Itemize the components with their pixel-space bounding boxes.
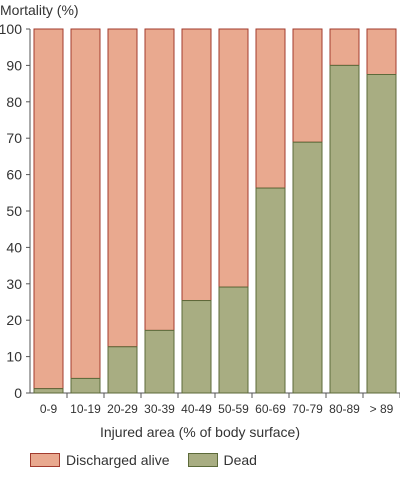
bar-discharged-alive (181, 28, 212, 302)
x-tick-label: > 89 (370, 402, 394, 416)
y-tick-label: 50 (6, 203, 22, 219)
bar-discharged-alive (107, 28, 138, 348)
bar-chart: 0 10 20 30 40 50 60 70 80 90 100 0-9 10-19 20-29 30-39… (0, 21, 400, 416)
y-tick-label: 20 (6, 312, 22, 328)
x-tick-label: 20-29 (107, 402, 138, 416)
bar-discharged-alive (329, 28, 360, 66)
bar-dead (366, 74, 397, 394)
y-tick-label: 30 (6, 276, 22, 292)
legend-swatch-dead (187, 453, 218, 467)
y-tick-label: 80 (6, 94, 22, 110)
y-tick-label: 10 (6, 349, 22, 365)
legend-label-dead: Dead (223, 452, 257, 468)
y-tick-label: 0 (14, 385, 22, 401)
x-tick-label: 60-69 (255, 402, 286, 416)
legend-item-dead: Dead (187, 452, 257, 468)
y-tick-label: 70 (6, 130, 22, 146)
bar-dead (218, 286, 249, 394)
legend-item-discharged: Discharged alive (30, 452, 170, 468)
y-axis-label: Mortality (%) (0, 2, 79, 18)
x-axis-label: Injured area (% of body surface) (100, 424, 300, 440)
bar-dead (33, 388, 64, 394)
bar-dead (70, 377, 101, 394)
bar-discharged-alive (218, 28, 249, 288)
legend: Discharged alive Dead (30, 452, 275, 468)
y-tick-label: 60 (6, 167, 22, 183)
x-tick-label: 80-89 (329, 402, 360, 416)
bar-dead (181, 300, 212, 394)
bar-discharged-alive (33, 28, 64, 390)
legend-label-discharged: Discharged alive (66, 452, 170, 468)
bar-discharged-alive (255, 28, 286, 189)
x-tick-label: 0-9 (40, 402, 58, 416)
bar-dead (107, 346, 138, 394)
y-tick-label: 40 (6, 239, 22, 255)
bar-discharged-alive (70, 28, 101, 379)
y-tick-label: 100 (0, 21, 22, 37)
x-tick-label: 40-49 (181, 402, 212, 416)
x-tick-label: 10-19 (70, 402, 101, 416)
bar-discharged-alive (292, 28, 323, 143)
bar-discharged-alive (144, 28, 175, 331)
legend-swatch-discharged (30, 453, 60, 467)
bar-dead (292, 141, 323, 394)
x-tick-label: 50-59 (218, 402, 249, 416)
bar-dead (255, 187, 286, 394)
x-tick-label: 30-39 (144, 402, 175, 416)
y-tick-label: 90 (6, 57, 22, 73)
bar-dead (144, 329, 175, 394)
bar-discharged-alive (366, 28, 397, 75)
bar-dead (329, 64, 360, 394)
x-tick-label: 70-79 (292, 402, 323, 416)
